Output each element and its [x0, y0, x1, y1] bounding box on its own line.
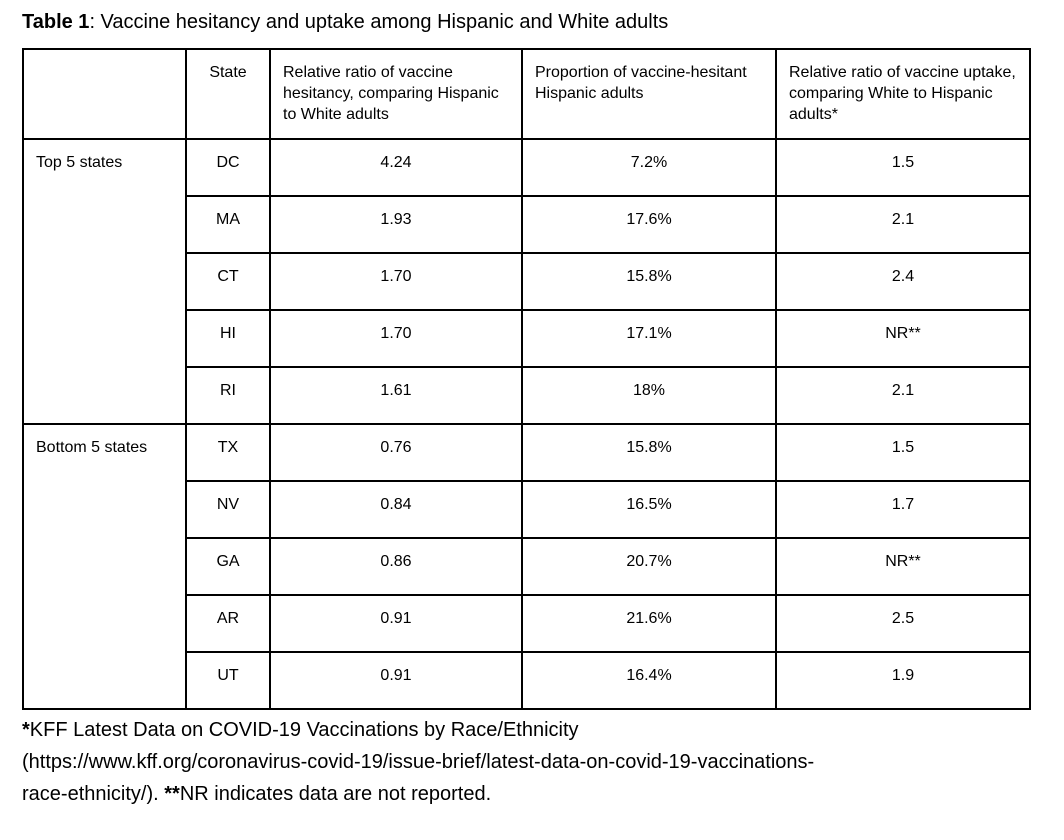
- table-row: NV 0.84 16.5% 1.7: [23, 480, 1031, 539]
- cell-hesitancy-ratio: 0.76: [269, 423, 523, 482]
- table-caption: Table 1: Vaccine hesitancy and uptake am…: [22, 10, 1064, 34]
- cell-proportion: 17.6%: [521, 195, 777, 254]
- cell-state: NV: [185, 480, 271, 539]
- cell-uptake-ratio: 2.1: [775, 195, 1031, 254]
- cell-state: HI: [185, 309, 271, 368]
- footnote: *KFF Latest Data on COVID-19 Vaccination…: [22, 714, 1064, 810]
- table-header-row: State Relative ratio of vaccine hesitanc…: [22, 48, 1031, 140]
- cell-proportion: 7.2%: [521, 138, 777, 197]
- footnote-line-1: *KFF Latest Data on COVID-19 Vaccination…: [22, 714, 1064, 746]
- cell-hesitancy-ratio: 0.91: [269, 651, 523, 710]
- table-row: MA 1.93 17.6% 2.1: [23, 195, 1031, 254]
- footnote-line-2: (https://www.kff.org/coronavirus-covid-1…: [22, 746, 1064, 778]
- cell-state: RI: [185, 366, 271, 425]
- table-row: UT 0.91 16.4% 1.9: [23, 651, 1031, 710]
- footnote-url-text: (https://www.kff.org/coronavirus-covid-1…: [22, 751, 815, 773]
- cell-state: TX: [185, 423, 271, 482]
- table-caption-number: Table 1: [22, 11, 90, 33]
- cell-hesitancy-ratio: 0.84: [269, 480, 523, 539]
- header-cell-hesitancy: Relative ratio of vaccine hesitancy, com…: [269, 48, 523, 140]
- cell-state: AR: [185, 594, 271, 653]
- footnote-url-end-text: race-ethnicity/).: [22, 783, 165, 805]
- cell-hesitancy-ratio: 1.70: [269, 252, 523, 311]
- table-caption-text: : Vaccine hesitancy and uptake among His…: [89, 11, 669, 33]
- cell-proportion: 21.6%: [521, 594, 777, 653]
- cell-hesitancy-ratio: 1.93: [269, 195, 523, 254]
- cell-state: MA: [185, 195, 271, 254]
- cell-uptake-ratio: 1.7: [775, 480, 1031, 539]
- cell-uptake-ratio: NR**: [775, 309, 1031, 368]
- cell-state: UT: [185, 651, 271, 710]
- cell-proportion: 15.8%: [521, 252, 777, 311]
- cell-uptake-ratio: 2.4: [775, 252, 1031, 311]
- cell-state: CT: [185, 252, 271, 311]
- group-label-top5: Top 5 states: [22, 138, 187, 425]
- footnote-source-text: KFF Latest Data on COVID-19 Vaccinations…: [29, 719, 579, 741]
- cell-proportion: 20.7%: [521, 537, 777, 596]
- footnote-nr-text: NR indicates data are not reported.: [179, 783, 492, 805]
- header-cell-uptake: Relative ratio of vaccine uptake, compar…: [775, 48, 1031, 140]
- cell-hesitancy-ratio: 0.86: [269, 537, 523, 596]
- cell-proportion: 16.5%: [521, 480, 777, 539]
- cell-uptake-ratio: 1.5: [775, 423, 1031, 482]
- cell-uptake-ratio: 1.5: [775, 138, 1031, 197]
- header-cell-proportion: Proportion of vaccine-hesitant Hispanic …: [521, 48, 777, 140]
- cell-uptake-ratio: 1.9: [775, 651, 1031, 710]
- cell-state: GA: [185, 537, 271, 596]
- table-row: Top 5 states DC 4.24 7.2% 1.5: [22, 138, 1031, 425]
- header-cell-state: State: [185, 48, 271, 140]
- table-row: Bottom 5 states TX 0.76 15.8% 1.5: [22, 423, 1031, 710]
- table-row: CT 1.70 15.8% 2.4: [23, 252, 1031, 311]
- cell-hesitancy-ratio: 1.70: [269, 309, 523, 368]
- group-label-bottom5: Bottom 5 states: [22, 423, 187, 710]
- table-row: GA 0.86 20.7% NR**: [23, 537, 1031, 596]
- cell-uptake-ratio: 2.5: [775, 594, 1031, 653]
- cell-state: DC: [185, 138, 271, 197]
- cell-proportion: 17.1%: [521, 309, 777, 368]
- table-row: RI 1.61 18% 2.1: [23, 366, 1031, 425]
- cell-proportion: 16.4%: [521, 651, 777, 710]
- cell-hesitancy-ratio: 0.91: [269, 594, 523, 653]
- cell-hesitancy-ratio: 1.61: [269, 366, 523, 425]
- header-cell-group: [22, 48, 187, 140]
- cell-uptake-ratio: NR**: [775, 537, 1031, 596]
- cell-uptake-ratio: 2.1: [775, 366, 1031, 425]
- cell-proportion: 15.8%: [521, 423, 777, 482]
- footnote-line-3: race-ethnicity/). **NR indicates data ar…: [22, 778, 1064, 810]
- cell-proportion: 18%: [521, 366, 777, 425]
- vaccine-table: State Relative ratio of vaccine hesitanc…: [22, 48, 1031, 710]
- table-row: AR 0.91 21.6% 2.5: [23, 594, 1031, 653]
- footnote-double-asterisk: **: [164, 783, 180, 805]
- footnote-asterisk: *: [22, 719, 30, 741]
- cell-hesitancy-ratio: 4.24: [269, 138, 523, 197]
- table-row: HI 1.70 17.1% NR**: [23, 309, 1031, 368]
